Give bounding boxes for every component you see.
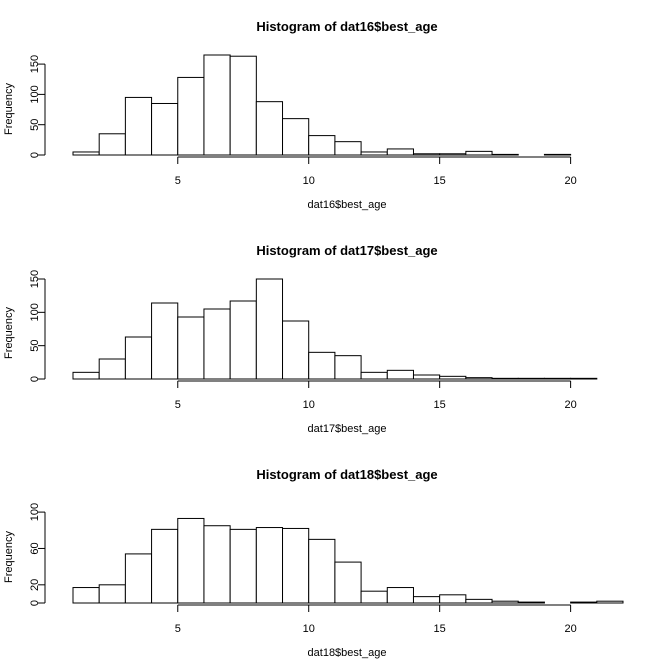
- x-tick-label: 10: [303, 175, 315, 187]
- histogram-bar: [465, 150, 493, 156]
- histogram-bar: [360, 371, 388, 380]
- y-axis-label: Frequency: [3, 83, 15, 135]
- histogram-bar: [465, 377, 493, 380]
- histogram-bar: [517, 601, 545, 604]
- histogram-bar: [124, 336, 153, 380]
- histogram-bar: [151, 302, 179, 380]
- y-tick-label: 20: [29, 579, 41, 591]
- histogram-bar: [491, 377, 519, 380]
- y-tick-label: 0: [29, 376, 41, 382]
- histogram-bar: [596, 600, 624, 604]
- histogram-bar: [229, 55, 257, 156]
- histogram-bar: [386, 148, 414, 156]
- histogram-bar: [203, 308, 231, 380]
- histogram-bar: [308, 538, 336, 604]
- histogram-bar: [360, 590, 388, 604]
- y-axis-label: Frequency: [3, 307, 15, 359]
- histogram-bar: [465, 598, 493, 604]
- histogram-bar: [72, 151, 100, 156]
- histogram-bar: [98, 584, 126, 604]
- x-axis-label: dat16$best_age: [308, 199, 387, 211]
- histogram-bar: [386, 587, 414, 604]
- histogram-bar: [412, 374, 441, 380]
- histogram-bar: [308, 135, 336, 156]
- x-tick-label: 5: [175, 399, 181, 411]
- histogram-bar: [229, 300, 257, 380]
- histogram-bar: [177, 316, 205, 380]
- histogram-bar: [124, 553, 153, 604]
- y-tick-label: 150: [29, 270, 41, 288]
- x-tick-label: 10: [303, 399, 315, 411]
- histogram-bar: [124, 96, 153, 156]
- histogram-bar: [177, 76, 205, 156]
- histogram-bar: [282, 527, 310, 604]
- chart-title: Histogram of dat17$best_age: [256, 243, 437, 258]
- x-tick-label: 15: [434, 175, 446, 187]
- histogram-bar: [360, 151, 388, 156]
- histogram-bar: [255, 527, 284, 604]
- histogram-bar: [386, 369, 414, 380]
- x-tick-label: 15: [434, 623, 446, 635]
- x-tick-label: 20: [564, 623, 576, 635]
- histogram-bar: [98, 358, 126, 380]
- x-tick-label: 15: [434, 399, 446, 411]
- histogram-bar: [439, 594, 467, 604]
- histogram-bar: [570, 377, 598, 380]
- histogram-bar: [334, 141, 362, 156]
- x-tick-label: 10: [303, 623, 315, 635]
- y-tick-label: 50: [29, 119, 41, 131]
- histogram-bar: [255, 101, 284, 156]
- histogram-panel-2: Histogram of dat17$best_age 5 10 15 20 dat17$…: [3, 243, 598, 435]
- x-tick-label: 5: [175, 175, 181, 187]
- x-tick-label: 5: [175, 623, 181, 635]
- y-axis-label: Frequency: [3, 531, 15, 583]
- histogram-bar: [517, 377, 545, 380]
- histogram-bar: [439, 375, 467, 380]
- chart-title: Histogram of dat18$best_age: [256, 467, 437, 482]
- y-tick-label: 100: [29, 85, 41, 103]
- y-tick-label: 0: [29, 600, 41, 606]
- histogram-bar: [334, 561, 362, 604]
- histogram-bar: [72, 371, 100, 380]
- x-axis-label: dat18$best_age: [308, 647, 387, 659]
- histogram-bar: [308, 351, 336, 380]
- histogram-bar: [570, 601, 598, 604]
- histogram-bar: [439, 153, 467, 156]
- histogram-bar: [72, 587, 100, 604]
- histogram-bar: [334, 355, 362, 380]
- histogram-bar: [151, 528, 179, 604]
- y-tick-label: 100: [29, 303, 41, 321]
- y-tick-label: 50: [29, 340, 41, 352]
- histogram-bar: [412, 596, 441, 604]
- histogram-bar: [491, 153, 519, 156]
- y-tick-label: 150: [29, 55, 41, 73]
- histogram-bar: [282, 320, 310, 380]
- histogram-bar: [255, 278, 284, 380]
- x-tick-label: 20: [564, 175, 576, 187]
- histogram-bar: [412, 153, 441, 156]
- histogram-bar: [543, 377, 572, 380]
- histogram-panel-3: Histogram of dat18$best_age 5 10 15 20 dat18$…: [3, 467, 624, 659]
- histogram-bar: [229, 528, 257, 604]
- histogram-bar: [491, 600, 519, 604]
- y-tick-label: 0: [29, 152, 41, 158]
- histogram-bar: [177, 517, 205, 604]
- y-tick-label: 100: [29, 503, 41, 521]
- histogram-bar: [203, 54, 231, 156]
- x-tick-label: 20: [564, 399, 576, 411]
- x-axis-label: dat17$best_age: [308, 423, 387, 435]
- histogram-bar: [282, 118, 310, 156]
- histogram-bar: [203, 525, 231, 604]
- chart-title: Histogram of dat16$best_age: [256, 19, 437, 34]
- histogram-bar: [543, 153, 572, 156]
- histogram-panel-1: Histogram of dat16$best_age 5 10 15 20 dat16$…: [3, 19, 577, 211]
- y-tick-label: 60: [29, 542, 41, 554]
- histogram-bar: [98, 133, 126, 156]
- histogram-bar: [151, 102, 179, 156]
